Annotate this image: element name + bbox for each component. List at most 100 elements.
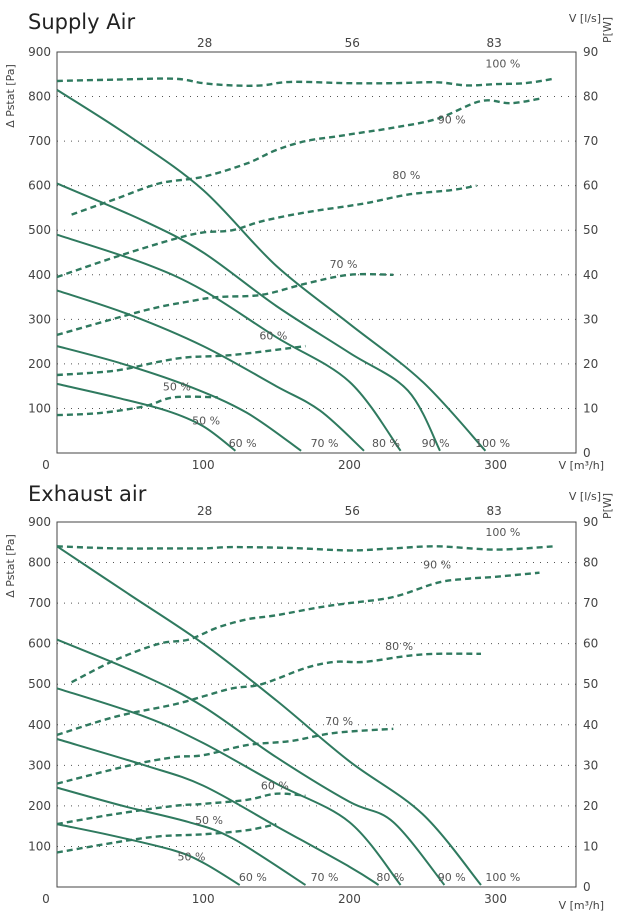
- pressure-curve-label: 70 %: [311, 437, 339, 450]
- pressure-curve: [56, 233, 402, 452]
- y2-tick-label: 80: [583, 90, 598, 104]
- power-curve-label: 90 %: [438, 113, 466, 126]
- power-curve-label: 100 %: [485, 526, 520, 539]
- y2-tick-label: 20: [583, 357, 598, 371]
- y-tick-label: 200: [28, 357, 51, 371]
- y2-tick-label: 30: [583, 758, 598, 772]
- y2-tick-label: 0: [583, 446, 591, 460]
- x2-tick-label: 56: [345, 504, 360, 518]
- y-tick-label: 500: [28, 677, 51, 691]
- y-tick-label: 600: [28, 179, 51, 193]
- power-curve: [56, 272, 394, 337]
- y-tick-label: 800: [28, 90, 51, 104]
- y-tick-label: 300: [28, 758, 51, 772]
- power-curve-label: 70 %: [330, 258, 358, 271]
- plot-frame: [56, 51, 577, 454]
- y2-tick-label: 40: [583, 718, 598, 732]
- pressure-curve-label: 90 %: [422, 437, 450, 450]
- x-tick-label: 100: [192, 892, 215, 906]
- power-curve: [56, 652, 482, 737]
- x-tick-label: 300: [484, 892, 507, 906]
- x-tick-label: 300: [484, 458, 507, 472]
- power-curve: [56, 395, 218, 417]
- pressure-curve-label: 70 %: [311, 871, 339, 884]
- power-curve: [56, 344, 306, 377]
- x2-tick-label: 56: [345, 36, 360, 50]
- x-tick-label: 100: [192, 458, 215, 472]
- pressure-curve-label: 100 %: [475, 437, 510, 450]
- y2-tick-label: 80: [583, 556, 598, 570]
- y2-axis-label: P[W]: [601, 17, 614, 43]
- y2-tick-label: 20: [583, 799, 598, 813]
- chart-supply-air: Supply Air100200300400500600700800900010…: [4, 10, 614, 472]
- x-axis-label: V [m³/h]: [559, 899, 604, 912]
- y2-tick-label: 60: [583, 179, 598, 193]
- y2-tick-label: 40: [583, 268, 598, 282]
- pressure-curve: [56, 382, 237, 452]
- x-axis-label: V [m³/h]: [559, 459, 604, 472]
- power-curve-label: 60 %: [259, 329, 287, 342]
- power-curve-label: 80 %: [385, 640, 413, 653]
- power-curve-label: 50 %: [163, 381, 191, 394]
- pressure-curve: [56, 345, 302, 452]
- x2-tick-label: 28: [197, 36, 212, 50]
- pressure-curve: [56, 289, 365, 452]
- pressure-curve: [56, 638, 446, 886]
- x-origin-label: 0: [42, 892, 50, 906]
- power-curve: [56, 184, 477, 279]
- pressure-curve: [56, 738, 380, 886]
- y2-axis-label: P[W]: [601, 493, 614, 519]
- power-curve: [71, 571, 540, 684]
- y-tick-label: 700: [28, 596, 51, 610]
- pressure-curve-label: 100 %: [485, 871, 520, 884]
- power-curve-label: 100 %: [485, 58, 520, 71]
- power-curve-label: 90 %: [423, 559, 451, 572]
- y-axis-label: Δ Pstat [Pa]: [4, 64, 17, 128]
- power-curve-label: 50 %: [195, 814, 223, 827]
- plot-frame: [56, 521, 577, 888]
- x2-axis-label: V [l/s]: [569, 12, 601, 25]
- pressure-curve-label: 60 %: [229, 437, 257, 450]
- power-curve: [56, 727, 394, 785]
- y2-tick-label: 50: [583, 677, 598, 691]
- power-curve-label: 80 %: [392, 169, 420, 182]
- pressure-curve-label: 80 %: [376, 871, 404, 884]
- y-tick-label: 900: [28, 515, 51, 529]
- chart-exhaust-air: Exhaust air10020030040050060070080090001…: [4, 482, 614, 912]
- chart-title: Supply Air: [28, 10, 135, 34]
- y2-tick-label: 0: [583, 880, 591, 894]
- x-origin-label: 0: [42, 458, 50, 472]
- y-tick-label: 500: [28, 223, 51, 237]
- x2-axis-label: V [l/s]: [569, 490, 601, 503]
- pressure-curve-label: 50 %: [178, 851, 206, 864]
- y2-tick-label: 60: [583, 637, 598, 651]
- y2-tick-label: 10: [583, 839, 598, 853]
- y-tick-label: 100: [28, 401, 51, 415]
- x-tick-label: 200: [338, 892, 361, 906]
- y2-tick-label: 70: [583, 596, 598, 610]
- x2-tick-label: 83: [486, 504, 501, 518]
- y-tick-label: 200: [28, 799, 51, 813]
- pressure-curve-label: 80 %: [372, 437, 400, 450]
- y2-tick-label: 30: [583, 312, 598, 326]
- chart-title: Exhaust air: [28, 482, 147, 506]
- power-curve: [56, 545, 555, 552]
- power-curve: [56, 77, 555, 87]
- power-curve: [56, 792, 306, 826]
- x2-tick-label: 83: [486, 36, 501, 50]
- pressure-curve-label: 50 %: [192, 414, 220, 427]
- y2-tick-label: 10: [583, 401, 598, 415]
- power-curve-label: 60 %: [261, 780, 289, 793]
- y-tick-label: 100: [28, 839, 51, 853]
- power-curve: [71, 97, 540, 216]
- pressure-curve: [56, 89, 487, 452]
- pressure-curve-label: 60 %: [239, 871, 267, 884]
- y-tick-label: 400: [28, 718, 51, 732]
- y2-tick-label: 90: [583, 515, 598, 529]
- y-tick-label: 300: [28, 312, 51, 326]
- pressure-curve: [56, 786, 307, 886]
- pressure-curve: [56, 823, 241, 886]
- y-tick-label: 900: [28, 45, 51, 59]
- y2-tick-label: 70: [583, 134, 598, 148]
- x-tick-label: 200: [338, 458, 361, 472]
